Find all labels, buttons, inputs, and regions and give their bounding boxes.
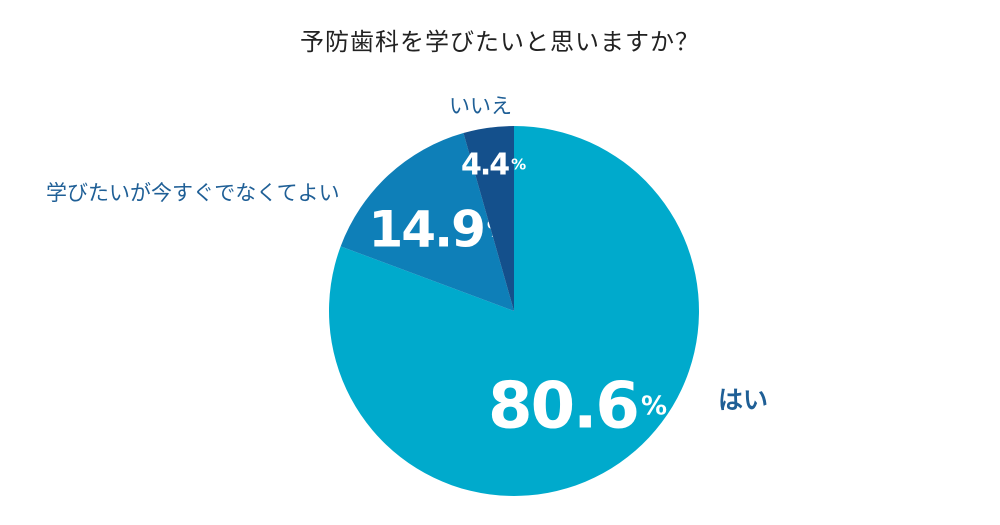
slice-value-label-1: 80.6%: [488, 370, 667, 444]
pie-slice-2: [340, 133, 514, 311]
slice-category-label-2: 学びたいが今すぐでなくてよい: [46, 181, 340, 205]
slice-value-label-3: 4.4%: [461, 147, 526, 182]
slice-value-unit: %: [511, 155, 526, 173]
chart-title: 予防歯科を学びたいと思いますか？: [300, 28, 700, 56]
slice-value-unit: %: [641, 392, 667, 422]
slice-value-number: 4.4: [461, 147, 509, 182]
slice-category-label-3: いいえ: [449, 94, 512, 118]
slice-category-label-1: はい: [718, 386, 768, 415]
slice-value-number: 14.9: [369, 200, 484, 258]
slice-value-number: 80.6: [488, 370, 638, 444]
pie-slice-3: [463, 126, 514, 311]
slice-value-label-2: 14.9%: [369, 200, 509, 258]
